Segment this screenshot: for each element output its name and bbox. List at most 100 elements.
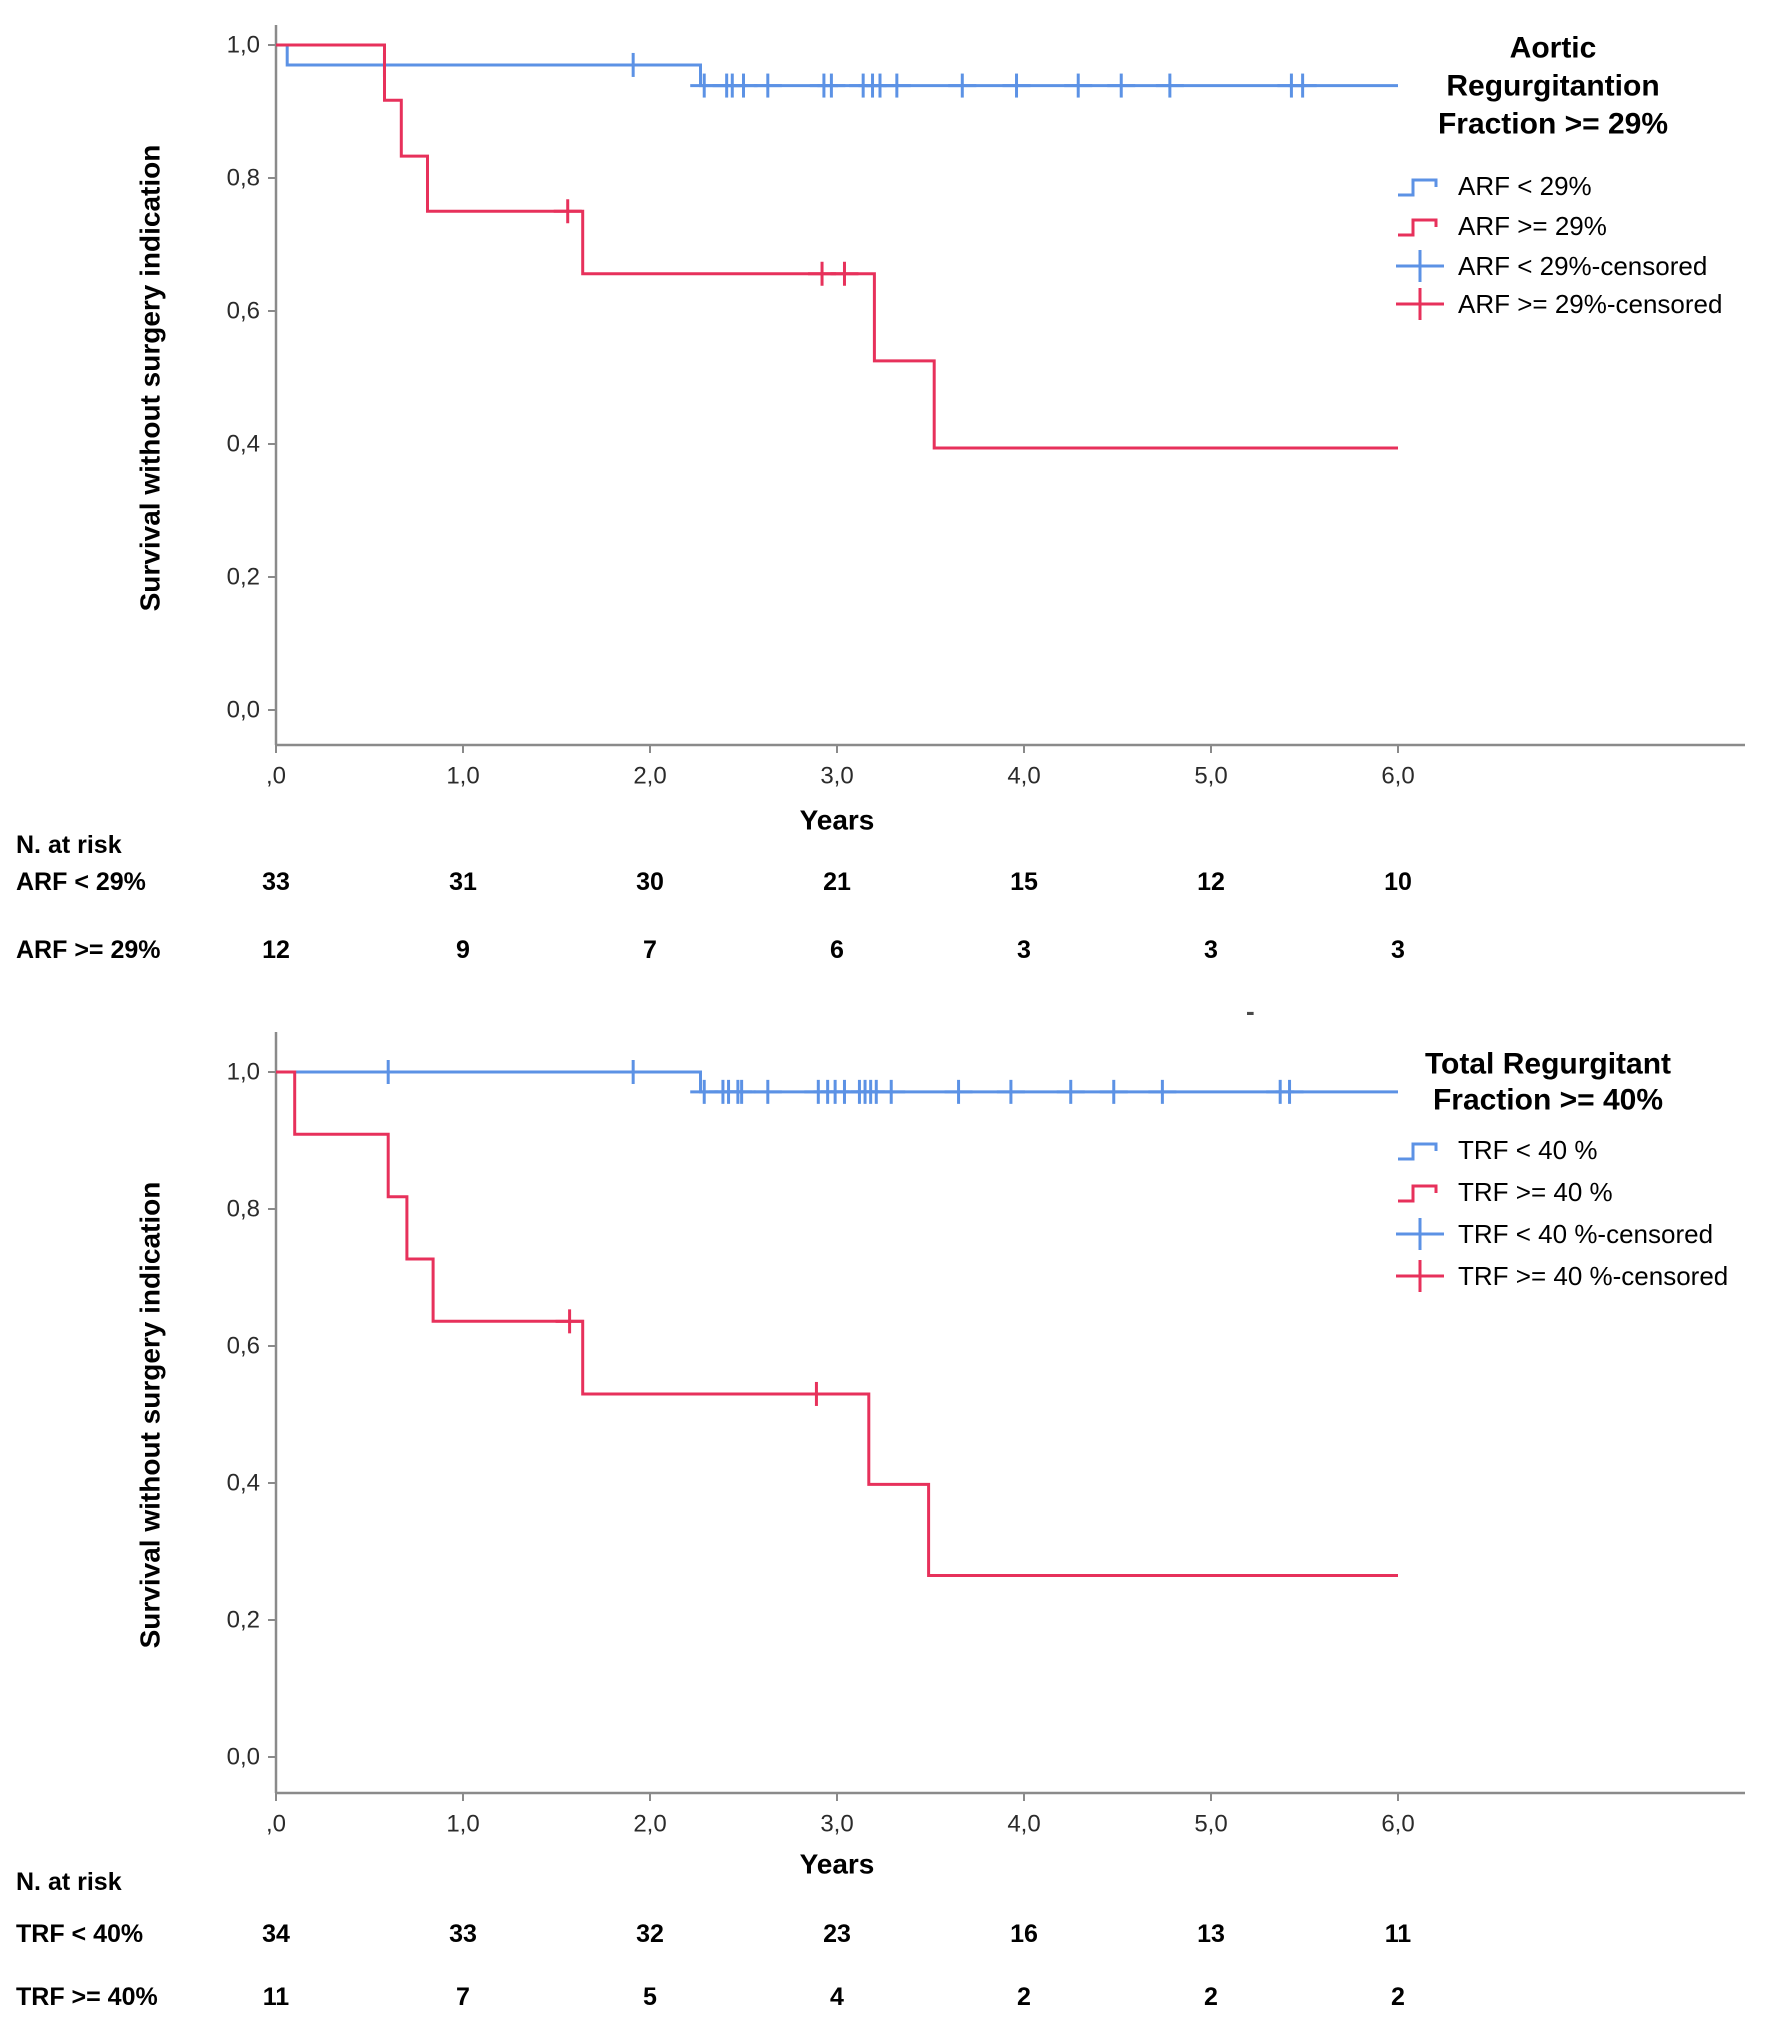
x-tick-label: ,0 xyxy=(266,763,286,790)
legend-item-label: ARF < 29% xyxy=(1458,171,1592,201)
risk-cell: 32 xyxy=(636,1920,664,1948)
legend-item-label: TRF < 40 % xyxy=(1458,1135,1597,1165)
risk-cell: 12 xyxy=(1197,868,1225,896)
y-axis-title: Survival without surgery indication xyxy=(135,145,166,612)
risk-cell: 9 xyxy=(456,936,470,964)
censor-marks-trf-40 xyxy=(555,1309,831,1406)
x-tick-label: 3,0 xyxy=(820,1811,853,1838)
risk-table-row: ARF < 29% 33 31 30 21 15 12 10 xyxy=(16,868,1412,896)
legend: Aortic Regurgitantion Fraction >= 29% ARF <… xyxy=(1396,32,1722,320)
risk-cell: 33 xyxy=(449,1920,477,1948)
risk-row-label: ARF < 29% xyxy=(16,868,146,896)
stray-dash: - xyxy=(1246,996,1255,1026)
legend-item-label: TRF < 40 %-censored xyxy=(1458,1219,1713,1249)
x-tick-label: ,0 xyxy=(266,1811,286,1838)
x-tick-label: 1,0 xyxy=(446,1811,479,1838)
risk-cell: 7 xyxy=(643,936,657,964)
risk-cell: 31 xyxy=(449,868,477,896)
y-tick-label: 0,0 xyxy=(227,697,260,724)
x-tick-label: 2,0 xyxy=(633,1811,666,1838)
risk-table-row: TRF < 40% 34 33 32 23 16 13 11 xyxy=(16,1920,1411,1948)
x-tick-label: 4,0 xyxy=(1007,763,1040,790)
legend-step-swatch-icon xyxy=(1398,218,1438,237)
km-panel-2: 1,0 0,8 0,6 0,4 0,2 0,0 ,0 1,0 2,0 3,0 4,0 5,0 6,0 Su… xyxy=(16,1032,1745,2011)
risk-row-label: TRF >= 40% xyxy=(16,1983,158,2011)
y-tick-label: 0,2 xyxy=(227,1607,260,1634)
x-tick-label: 2,0 xyxy=(633,763,666,790)
legend-step-swatch-icon xyxy=(1398,1184,1438,1203)
risk-cell: 2 xyxy=(1204,1983,1218,2011)
censor-marks-trf-40 xyxy=(374,1060,1304,1104)
y-tick-label: 0,8 xyxy=(227,1196,260,1223)
y-axis-title: Survival without surgery indication xyxy=(135,1182,166,1649)
y-tick-label: 0,6 xyxy=(227,1333,260,1360)
y-tick-label: 1,0 xyxy=(227,1059,260,1086)
risk-table-row: TRF >= 40% 11 7 5 4 2 2 2 xyxy=(16,1983,1405,2011)
km-line-arf-29 xyxy=(276,43,1398,450)
x-tick-label: 6,0 xyxy=(1381,1811,1414,1838)
risk-cell: 3 xyxy=(1204,936,1218,964)
risk-cell: 4 xyxy=(830,1983,844,2011)
risk-cell: 3 xyxy=(1017,936,1031,964)
x-tick-label: 6,0 xyxy=(1381,763,1414,790)
legend-title-line: Regurgitantion xyxy=(1446,70,1659,103)
legend-title-line: Aortic xyxy=(1510,32,1597,65)
legend-step-swatch-icon xyxy=(1398,1142,1438,1161)
risk-cell: 16 xyxy=(1010,1920,1038,1948)
km-line-trf-40 xyxy=(276,1070,1398,1577)
risk-cell: 21 xyxy=(823,868,851,896)
x-tick-label: 4,0 xyxy=(1007,1811,1040,1838)
x-tick-label: 1,0 xyxy=(446,763,479,790)
risk-row-label: TRF < 40% xyxy=(16,1920,143,1948)
x-axis-title: Years xyxy=(800,805,875,836)
y-tick-label: 0,6 xyxy=(227,298,260,325)
risk-cell: 2 xyxy=(1017,1983,1031,2011)
y-tick-label: 0,2 xyxy=(227,564,260,591)
y-tick-label: 0,4 xyxy=(227,1470,260,1497)
risk-cell: 2 xyxy=(1391,1983,1405,2011)
legend-item-label: ARF >= 29%-censored xyxy=(1458,289,1722,319)
legend-item-label: ARF >= 29% xyxy=(1458,211,1607,241)
legend-title-line: Total Regurgitant xyxy=(1425,1048,1671,1081)
legend-title-line: Fraction >= 40% xyxy=(1433,1084,1663,1117)
risk-cell: 5 xyxy=(643,1983,657,2011)
risk-row-label: ARF >= 29% xyxy=(16,936,161,964)
risk-cell: 23 xyxy=(823,1920,851,1948)
risk-cell: 11 xyxy=(1385,1920,1412,1948)
x-axis-title: Years xyxy=(800,1849,875,1880)
y-tick-label: 1,0 xyxy=(227,32,260,59)
risk-table-title: N. at risk xyxy=(16,1868,122,1896)
risk-cell: 7 xyxy=(456,1983,470,2011)
km-line-trf-40 xyxy=(276,1070,1398,1094)
risk-cell: 30 xyxy=(636,868,664,896)
risk-cell: 13 xyxy=(1197,1920,1225,1948)
x-tick-label: 5,0 xyxy=(1194,1811,1227,1838)
risk-table-row: ARF >= 29% 12 9 7 6 3 3 3 xyxy=(16,936,1405,964)
legend-item-label: ARF < 29%-censored xyxy=(1458,251,1707,281)
y-tick-label: 0,8 xyxy=(227,165,260,192)
km-line-arf-29 xyxy=(276,43,1398,88)
risk-cell: 3 xyxy=(1391,936,1405,964)
y-tick-label: 0,0 xyxy=(227,1744,260,1771)
x-tick-label: 5,0 xyxy=(1194,763,1227,790)
censor-marks-arf-29 xyxy=(553,199,859,286)
risk-cell: 11 xyxy=(263,1983,290,2011)
legend-item-label: TRF >= 40 %-censored xyxy=(1458,1261,1728,1291)
x-tick-label: 3,0 xyxy=(820,763,853,790)
risk-cell: 6 xyxy=(830,936,844,964)
risk-cell: 34 xyxy=(262,1920,290,1948)
risk-table-title: N. at risk xyxy=(16,831,122,859)
legend-title-line: Fraction >= 29% xyxy=(1438,108,1668,141)
censor-marks-arf-29 xyxy=(370,52,1317,98)
km-panel-1: 1,0 0,8 0,6 0,4 0,2 0,0 ,0 1,0 2,0 3,0 4,0 5,0 6,0 Su… xyxy=(16,25,1745,964)
risk-cell: 15 xyxy=(1010,868,1038,896)
y-tick-label: 0,4 xyxy=(227,431,260,458)
legend-step-swatch-icon xyxy=(1398,178,1438,197)
risk-cell: 10 xyxy=(1384,868,1412,896)
risk-cell: 33 xyxy=(262,868,290,896)
